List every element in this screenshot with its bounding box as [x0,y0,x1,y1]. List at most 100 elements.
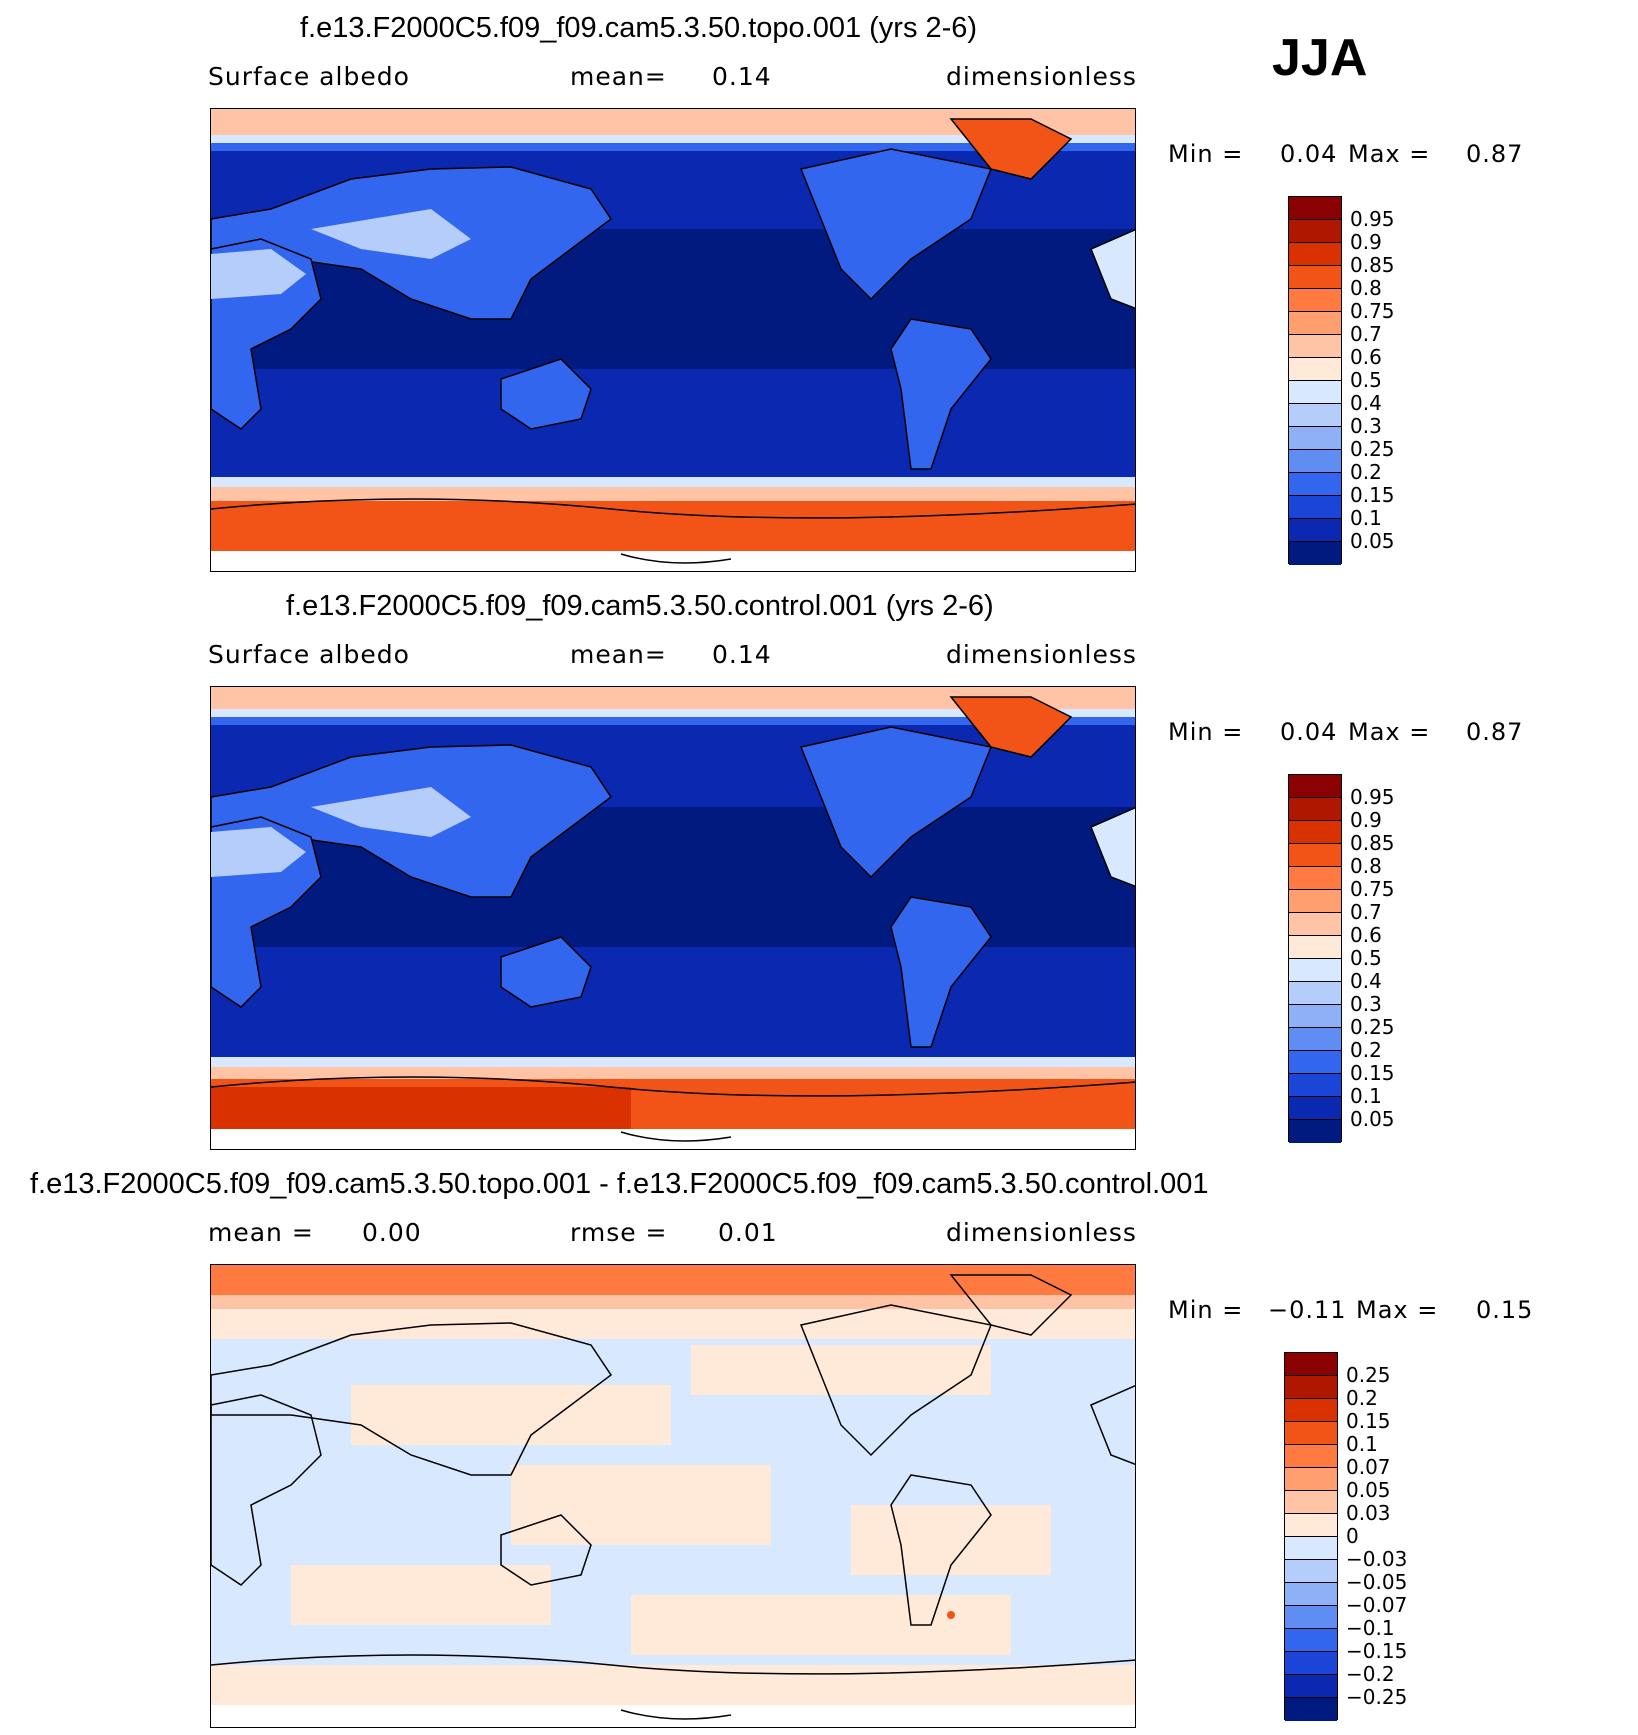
colorbar-segment [1285,1353,1337,1376]
panel1-map [210,108,1136,572]
colorbar-tick-label: −0.25 [1346,1685,1408,1709]
panel3-rmse-label: rmse = [570,1218,668,1247]
colorbar-segment [1289,890,1341,913]
colorbar-tick-label: 0.3 [1350,414,1382,438]
colorbar-segment [1285,1629,1337,1652]
colorbar-tick-label: −0.15 [1346,1639,1408,1663]
colorbar-segment [1285,1560,1337,1583]
panel1-max-value: 0.87 [1466,140,1524,168]
colorbar-segment [1289,312,1341,335]
panel3-min-label: Min = [1168,1296,1244,1324]
panel2-title: f.e13.F2000C5.f09_f09.cam5.3.50.control.… [286,590,994,622]
panel2-min-label: Min = [1168,718,1244,746]
colorbar-tick-label: −0.1 [1346,1616,1395,1640]
panel2-mean-label: mean= [570,640,667,669]
panel3-colorbar [1284,1352,1338,1721]
colorbar-tick-label: 0.8 [1350,276,1382,300]
panel3-map [210,1264,1136,1728]
panel3-mean-value: 0.00 [362,1218,422,1247]
colorbar-segment [1285,1514,1337,1537]
panel2-min-value: 0.04 [1280,718,1338,746]
colorbar-tick-label: 0.95 [1350,785,1395,809]
panel1-units: dimensionless [946,62,1137,91]
panel2-max-value: 0.87 [1466,718,1524,746]
colorbar-segment [1289,1051,1341,1074]
colorbar-segment [1289,496,1341,519]
colorbar-tick-label: 0.25 [1346,1363,1391,1387]
colorbar-segment [1285,1675,1337,1698]
colorbar-segment [1289,289,1341,312]
colorbar-tick-label: −0.03 [1346,1547,1408,1571]
colorbar-tick-label: 0.5 [1350,368,1382,392]
colorbar-tick-label: 0.75 [1350,299,1395,323]
colorbar-tick-label: 0.7 [1350,900,1382,924]
colorbar-tick-label: 0.85 [1350,831,1395,855]
colorbar-segment [1285,1583,1337,1606]
colorbar-tick-label: 0.1 [1350,506,1382,530]
colorbar-segment [1289,427,1341,450]
colorbar-segment [1285,1399,1337,1422]
panel1-mean-label: mean= [570,62,667,91]
colorbar-tick-label: 0.9 [1350,230,1382,254]
colorbar-tick-label: 0.7 [1350,322,1382,346]
colorbar-segment [1285,1422,1337,1445]
colorbar-tick-label: 0.2 [1350,460,1382,484]
colorbar-segment [1289,775,1341,798]
colorbar-tick-label: 0.4 [1350,969,1382,993]
panel3-title: f.e13.F2000C5.f09_f09.cam5.3.50.topo.001… [30,1168,1209,1200]
panel3-map-svg [211,1265,1135,1727]
colorbar-tick-label: 0.8 [1350,854,1382,878]
colorbar-tick-label: 0.75 [1350,877,1395,901]
colorbar-segment [1285,1491,1337,1514]
colorbar-segment [1289,542,1341,565]
colorbar-tick-label: 0 [1346,1524,1359,1548]
panel1-max-label: Max = [1348,140,1431,168]
panel2-map [210,686,1136,1150]
colorbar-tick-label: 0.05 [1346,1478,1391,1502]
colorbar-tick-label: 0.1 [1350,1084,1382,1108]
colorbar-tick-label: 0.1 [1346,1432,1378,1456]
colorbar-tick-label: 0.9 [1350,808,1382,832]
colorbar-segment [1289,473,1341,496]
panel3-max-value: 0.15 [1476,1296,1534,1324]
colorbar-segment [1289,982,1341,1005]
panel2-max-label: Max = [1348,718,1431,746]
colorbar-tick-label: 0.6 [1350,923,1382,947]
colorbar-tick-label: 0.3 [1350,992,1382,1016]
colorbar-segment [1289,220,1341,243]
colorbar-tick-label: 0.15 [1346,1409,1391,1433]
panel2-mean-value: 0.14 [712,640,772,669]
panel2-map-svg [211,687,1135,1149]
colorbar-segment [1285,1468,1337,1491]
colorbar-segment [1289,844,1341,867]
colorbar-segment [1289,959,1341,982]
panel1-min-value: 0.04 [1280,140,1338,168]
colorbar-segment [1289,913,1341,936]
colorbar-segment [1289,821,1341,844]
colorbar-segment [1289,243,1341,266]
colorbar-segment [1289,450,1341,473]
panel3-mean-label: mean = [208,1218,314,1247]
colorbar-tick-label: 0.15 [1350,1061,1395,1085]
colorbar-segment [1289,335,1341,358]
colorbar-segment [1289,936,1341,959]
colorbar-tick-label: −0.07 [1346,1593,1408,1617]
panel2-units: dimensionless [946,640,1137,669]
colorbar-segment [1289,197,1341,220]
colorbar-tick-label: 0.4 [1350,391,1382,415]
panel1-mean-value: 0.14 [712,62,772,91]
panel2-variable-label: Surface albedo [208,640,410,669]
colorbar-tick-label: 0.85 [1350,253,1395,277]
colorbar-segment [1289,1120,1341,1143]
colorbar-segment [1289,1005,1341,1028]
panel1-map-svg [211,109,1135,571]
colorbar-segment [1289,1074,1341,1097]
colorbar-tick-label: 0.2 [1350,1038,1382,1062]
colorbar-segment [1285,1606,1337,1629]
colorbar-tick-label: 0.95 [1350,207,1395,231]
colorbar-tick-label: −0.05 [1346,1570,1408,1594]
colorbar-segment [1285,1445,1337,1468]
season-label: JJA [1272,29,1368,87]
colorbar-tick-label: 0.07 [1346,1455,1391,1479]
panel3-rmse-value: 0.01 [718,1218,778,1247]
